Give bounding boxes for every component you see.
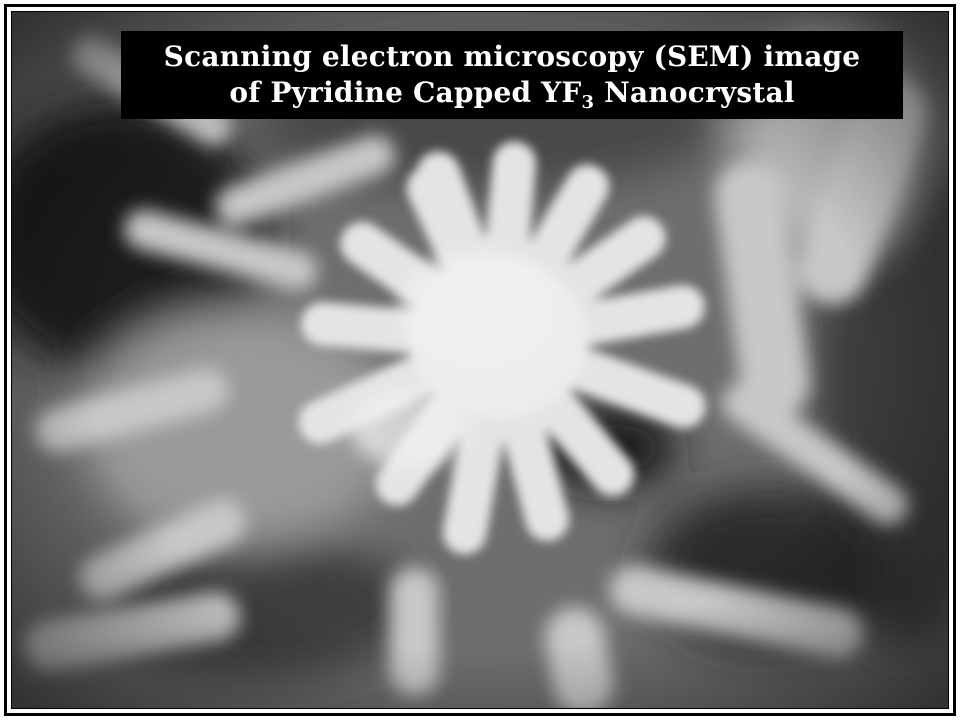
image-frame: Scanning electron microscopy (SEM) image…	[4, 4, 956, 716]
caption-line-2-prefix: of Pyridine Capped YF	[229, 76, 582, 109]
image-inner-frame: Scanning electron microscopy (SEM) image…	[11, 11, 949, 709]
caption-line-1: Scanning electron microscopy (SEM) image	[163, 40, 861, 73]
caption-line-2: of Pyridine Capped YF3 Nanocrystal	[229, 75, 795, 113]
caption-line-2-suffix: Nanocrystal	[594, 76, 795, 109]
caption-box: Scanning electron microscopy (SEM) image…	[121, 31, 903, 119]
caption-subscript: 3	[581, 92, 595, 113]
